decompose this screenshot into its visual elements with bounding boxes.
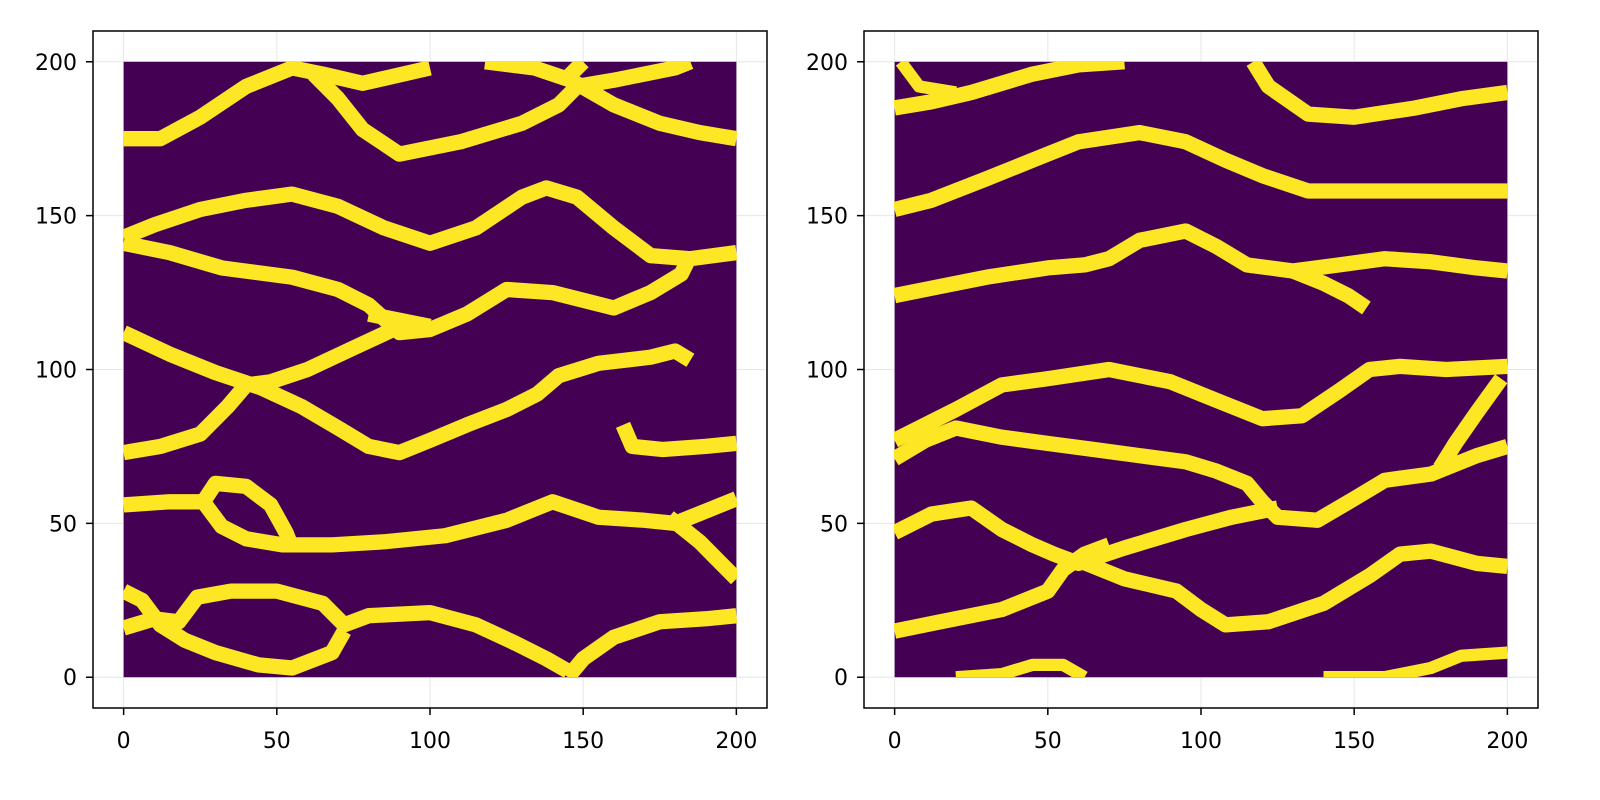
x-tick-label: 200 bbox=[1486, 729, 1528, 754]
channel-path bbox=[1323, 646, 1508, 677]
channel-path bbox=[123, 584, 351, 676]
channel-path bbox=[894, 358, 1508, 448]
channel-path bbox=[1290, 263, 1371, 315]
x-tick-label: 100 bbox=[1180, 729, 1222, 754]
channel-path bbox=[196, 475, 300, 551]
x-tick-label: 100 bbox=[409, 729, 451, 754]
channel-path bbox=[894, 537, 1112, 639]
heatmap-panel-right: 0 50 100 150 200 0 50 100 150 200 bbox=[806, 30, 1539, 754]
channel-path bbox=[123, 180, 737, 267]
y-tick-label: 150 bbox=[35, 205, 77, 230]
channel-path bbox=[664, 511, 737, 585]
x-tick-label: 50 bbox=[263, 729, 291, 754]
y-tick-label: 100 bbox=[806, 359, 848, 384]
channel-path bbox=[895, 61, 957, 99]
x-tick-label: 0 bbox=[888, 729, 902, 754]
channel-path bbox=[123, 61, 432, 147]
channel-path bbox=[123, 491, 737, 553]
x-tick-label: 200 bbox=[715, 729, 757, 754]
x-tick-label: 0 bbox=[117, 729, 131, 754]
channel-path bbox=[1433, 374, 1508, 473]
channel-path bbox=[894, 223, 1508, 304]
y-tick-label: 200 bbox=[35, 51, 77, 76]
y-tick-label: 50 bbox=[49, 512, 77, 537]
channel-path bbox=[123, 235, 698, 341]
channel-path bbox=[894, 124, 1508, 217]
channel-path bbox=[1075, 543, 1508, 633]
channel-path bbox=[123, 318, 431, 461]
y-tick-label: 0 bbox=[63, 666, 77, 691]
x-tick-label: 50 bbox=[1034, 729, 1062, 754]
y-tick-label: 150 bbox=[806, 205, 848, 230]
heatmap-panel-left: 0 50 100 150 200 0 50 100 150 200 bbox=[35, 30, 768, 754]
channel-path bbox=[894, 500, 1280, 572]
y-tick-label: 200 bbox=[806, 51, 848, 76]
y-tick-label: 0 bbox=[834, 666, 848, 691]
x-tick-label: 150 bbox=[562, 729, 604, 754]
channel-path bbox=[894, 61, 1125, 116]
channel-path bbox=[308, 61, 694, 162]
y-tick-label: 100 bbox=[35, 359, 77, 384]
x-tick-label: 150 bbox=[1333, 729, 1375, 754]
channel-path bbox=[562, 608, 737, 677]
y-tick-label: 50 bbox=[820, 512, 848, 537]
channel-path bbox=[955, 658, 1088, 677]
channel-path bbox=[615, 421, 737, 458]
channel-path bbox=[484, 61, 737, 147]
channel-path bbox=[562, 61, 589, 83]
channel-layer bbox=[123, 61, 737, 677]
channel-path bbox=[1246, 61, 1508, 125]
channel-path bbox=[123, 583, 572, 677]
channel-path bbox=[894, 420, 1508, 528]
channel-layer bbox=[894, 61, 1508, 677]
